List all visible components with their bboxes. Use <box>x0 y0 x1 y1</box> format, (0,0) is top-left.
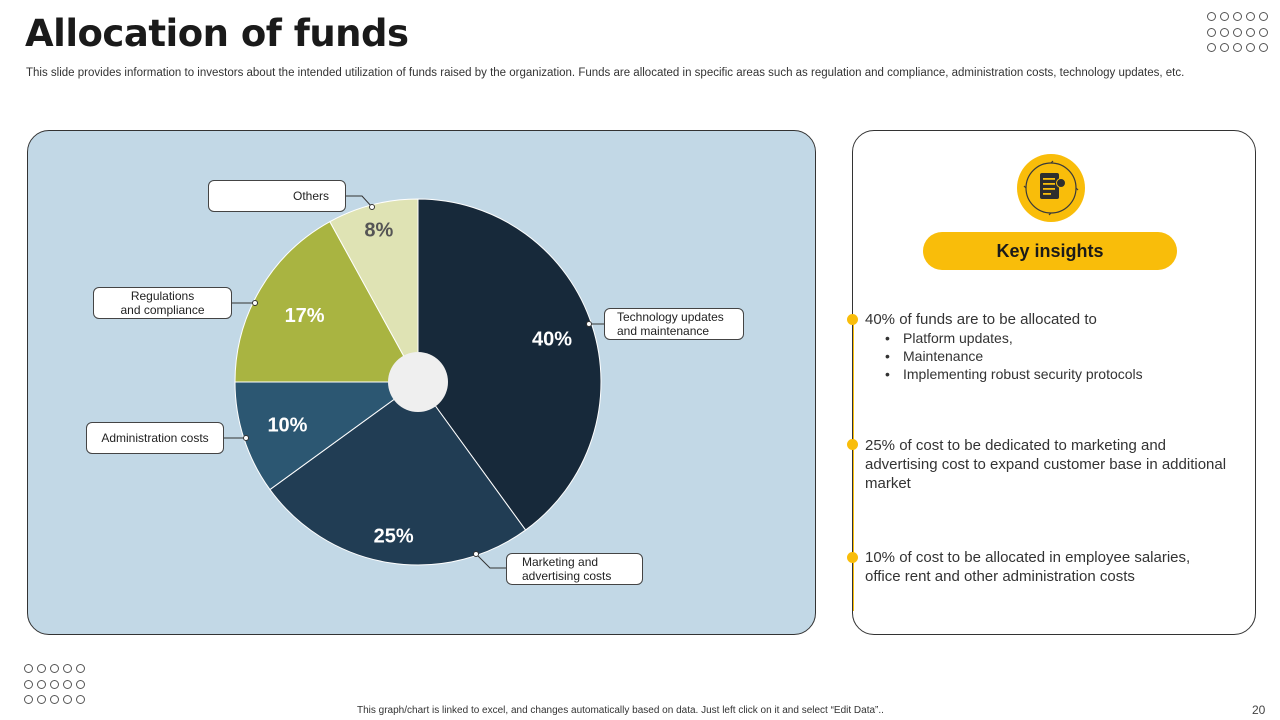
insight-bullet: Implementing robust security protocols <box>885 365 1235 383</box>
pie-label-marketing: 25% <box>374 526 414 548</box>
insight-marker-2 <box>847 439 858 450</box>
insight-item-1: 40% of funds are to be allocated to Plat… <box>865 310 1235 383</box>
callout-others: Others <box>208 180 346 212</box>
insight-marker-3 <box>847 552 858 563</box>
insight-marker-1 <box>847 314 858 325</box>
document-icon <box>1017 154 1085 222</box>
pie-chart[interactable]: 40% 25% 10% 17% 8% <box>28 131 815 634</box>
insight-item-2: 25% of cost to be dedicated to marketing… <box>865 437 1227 492</box>
leader-line-marketing <box>475 553 506 569</box>
insight-bullet: Maintenance <box>885 347 1235 365</box>
leader-anchor-technology <box>586 321 592 327</box>
leader-anchor-regulations <box>252 300 258 306</box>
pie-chart-panel[interactable]: 40% 25% 10% 17% 8% Technology updates and mai… <box>27 130 816 635</box>
pie-center-hole <box>388 352 448 412</box>
callout-regulations: Regulations and compliance <box>93 287 232 319</box>
page-number: 20 <box>1252 703 1266 717</box>
decorative-dots-icon <box>1207 12 1272 59</box>
insight-bullet: Platform updates, <box>885 329 1235 347</box>
callout-technology: Technology updates and maintenance <box>604 308 744 340</box>
leader-anchor-administration <box>243 435 249 441</box>
pie-slice-regulations[interactable] <box>234 220 419 383</box>
footer-note: This graph/chart is linked to excel, and… <box>357 705 884 716</box>
pie-label-administration: 10% <box>267 414 307 436</box>
insights-timeline: 40% of funds are to be allocated to Plat… <box>847 311 1226 611</box>
decorative-dots-icon <box>24 664 89 711</box>
slide-subtitle: This slide provides information to inves… <box>26 67 1185 79</box>
leader-line-others <box>346 195 373 208</box>
pie-slice-marketing[interactable] <box>269 381 527 566</box>
insight-item-3: 10% of cost to be allocated in employee … <box>865 549 1191 585</box>
slide-title: Allocation of funds <box>25 12 409 55</box>
callout-administration: Administration costs <box>86 422 224 454</box>
key-insights-heading: Key insights <box>923 232 1177 270</box>
key-insights-panel: Key insights 40% of funds are to be allo… <box>847 130 1256 635</box>
leader-anchor-others <box>369 204 375 210</box>
pie-slice-technology[interactable] <box>417 198 602 531</box>
callout-marketing: Marketing and advertising costs <box>506 553 643 585</box>
pie-label-technology: 40% <box>532 328 572 350</box>
pie-label-others: 8% <box>364 220 393 242</box>
leader-anchor-marketing <box>473 551 479 557</box>
pie-label-regulations: 17% <box>285 305 325 327</box>
